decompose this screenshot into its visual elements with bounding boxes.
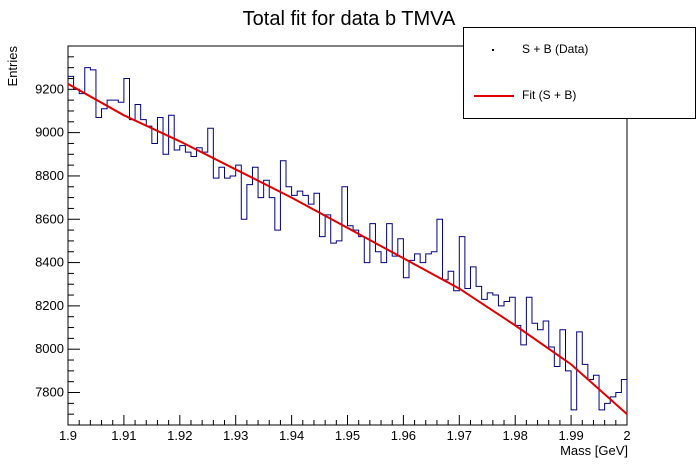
y-tick-label: 8200 <box>35 298 64 313</box>
y-tick-label: 7800 <box>35 385 64 400</box>
y-tick-label: 8000 <box>35 341 64 356</box>
legend-line-icon <box>474 95 514 97</box>
x-tick-label: 1.96 <box>391 428 416 443</box>
x-tick-label: 1.9 <box>59 428 77 443</box>
legend: S + B (Data) Fit (S + B) <box>463 27 696 119</box>
x-tick-label: 1.94 <box>279 428 304 443</box>
axes: 1.9 1.91 1.92 1.93 1.94 1.95 1.96 1.97 1.98 1.99 2… <box>35 56 631 443</box>
histogram-series-data <box>68 67 628 411</box>
y-tick-label: 8400 <box>35 255 64 270</box>
chart-title: Total fit for data b TMVA <box>243 8 456 30</box>
y-tick-label: 8600 <box>35 211 64 226</box>
x-tick-label: 1.93 <box>223 428 248 443</box>
data-series <box>67 67 628 415</box>
y-tick-label: 9000 <box>35 125 64 140</box>
x-tick-label: 2 <box>623 428 630 443</box>
legend-entry-data: S + B (Data) <box>464 40 695 60</box>
x-tick-label: 1.98 <box>503 428 528 443</box>
x-tick-label: 1.92 <box>167 428 192 443</box>
x-axis-label: Mass [GeV] <box>560 443 628 458</box>
x-tick-label: 1.99 <box>558 428 583 443</box>
legend-label-data: S + B (Data) <box>522 42 589 56</box>
x-tick-label: 1.95 <box>335 428 360 443</box>
legend-label-fit: Fit (S + B) <box>522 88 577 102</box>
fit-curve-line <box>67 83 628 415</box>
x-tick-label: 1.91 <box>111 428 136 443</box>
x-tick-label: 1.97 <box>447 428 472 443</box>
y-tick-label: 9200 <box>35 81 64 96</box>
y-tick-label: 8800 <box>35 168 64 183</box>
legend-marker-icon <box>492 49 494 51</box>
y-axis-label: Entries <box>5 46 20 87</box>
legend-entry-fit: Fit (S + B) <box>464 86 695 106</box>
